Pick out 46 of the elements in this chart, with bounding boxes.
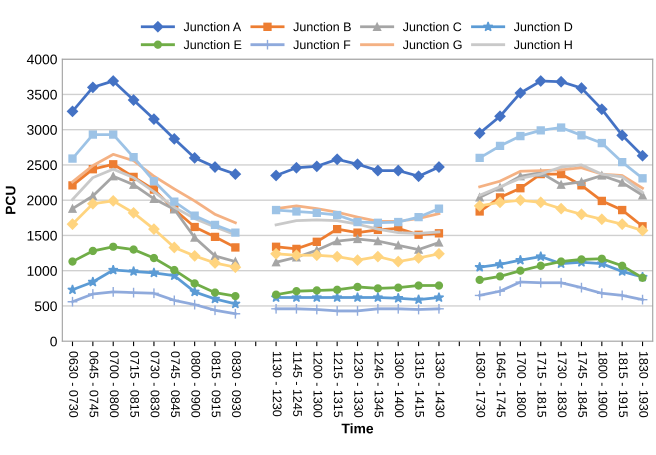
x-tick-label: 1230 - 1330 [354,352,364,418]
x-tick-label: 0700 - 0800 [110,351,119,418]
y-tick-label: 4000 [26,54,57,64]
x-tick-label: 1130 - 1230 [272,352,282,416]
x-tick-label: 0730 - 0830 [150,351,160,418]
x-tick-label: 0645 - 0745 [90,351,98,418]
x-tick-label: 0830 - 0930 [232,351,241,418]
x-tick-label: 1800 - 1900 [598,352,608,418]
y-axis-title: PCU [6,186,16,214]
legend-label: Junction A [184,22,242,32]
y-tick-label: 1000 [28,266,57,276]
legend-label: Junction E [184,40,242,50]
legend-label: Junction G [402,40,462,50]
legend-label: Junction H [514,40,572,50]
x-tick-label: 1715 - 1815 [537,352,546,418]
y-tick-label: 3500 [27,90,57,100]
x-tick-label: 1700 - 1800 [517,352,526,418]
x-tick-label: 1830 - 1930 [639,352,648,418]
x-tick-label: 1300 - 1400 [394,352,404,418]
x-tick-label: 0715 - 0815 [130,351,140,418]
x-tick-label: 0630 - 0730 [69,351,78,418]
x-tick-label: 1245 - 1345 [374,352,384,418]
x-tick-label: 1330 - 1430 [436,352,444,418]
x-axis-title: Time [342,423,374,434]
x-tick-label: 0800 - 0900 [191,351,200,418]
x-tick-label: 1145 - 1245 [293,352,302,416]
legend-label: Junction F [293,40,350,50]
legend-label: Junction C [402,22,462,32]
legend-label: Junction D [514,22,572,32]
x-tick-label: 1745 - 1845 [578,352,587,418]
legend-label: Junction B [293,22,351,32]
x-tick-label: 1730 - 1830 [558,352,567,418]
y-tick-label: 500 [34,301,57,312]
x-tick-label: 1200 - 1300 [313,352,322,418]
x-tick-label: 0745 - 0845 [170,351,180,418]
y-tick-label: 3000 [27,125,57,135]
x-tick-label: 1315 - 1415 [415,352,424,418]
x-tick-label: 1815 - 1915 [618,352,628,418]
x-tick-label: 1215 - 1315 [334,352,343,418]
x-tick-label: 1630 - 1730 [476,352,486,418]
y-tick-label: 2500 [27,160,57,170]
x-tick-label: 0815 - 0915 [212,351,221,418]
y-tick-label: 1500 [28,230,57,241]
y-tick-label: 0 [50,336,57,346]
x-tick-label: 1645 - 1745 [496,352,506,418]
y-tick-label: 2000 [27,196,57,206]
